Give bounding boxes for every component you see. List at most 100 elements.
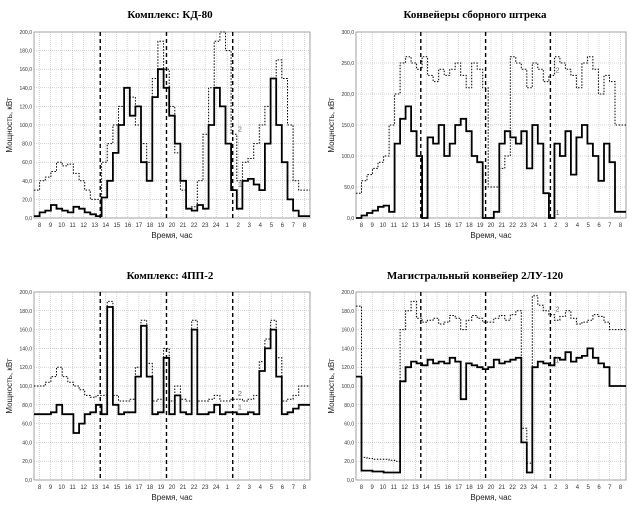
x-tick-label: 11 bbox=[70, 223, 77, 229]
series-label-1: 1 bbox=[238, 404, 242, 411]
x-tick-label: 7 bbox=[608, 223, 612, 229]
x-tick-label: 7 bbox=[292, 223, 296, 229]
y-axis-label: Мощность, кВт bbox=[327, 358, 336, 414]
y-tick-label: 250,0 bbox=[341, 61, 354, 67]
x-tick-label: 7 bbox=[292, 485, 296, 491]
y-axis-label: Мощность, кВт bbox=[5, 358, 14, 414]
x-tick-label: 14 bbox=[102, 485, 109, 491]
x-tick-label: 3 bbox=[248, 223, 252, 229]
x-tick-label: 5 bbox=[587, 223, 591, 229]
x-tick-label: 5 bbox=[270, 485, 274, 491]
x-tick-label: 6 bbox=[597, 223, 601, 229]
x-tick-label: 11 bbox=[391, 223, 398, 229]
x-tick-label: 15 bbox=[113, 485, 120, 491]
series-label-2: 2 bbox=[556, 307, 560, 314]
y-tick-label: 100,0 bbox=[19, 123, 32, 129]
y-tick-label: 160,0 bbox=[19, 328, 32, 334]
x-tick-label: 16 bbox=[444, 485, 451, 491]
x-tick-label: 1 bbox=[226, 223, 230, 229]
x-tick-label: 14 bbox=[423, 485, 430, 491]
x-tick-label: 13 bbox=[412, 485, 419, 491]
x-tick-label: 1 bbox=[543, 485, 547, 491]
y-tick-label: 100,0 bbox=[341, 154, 354, 160]
x-tick-label: 21 bbox=[498, 223, 505, 229]
x-tick-label: 15 bbox=[434, 485, 441, 491]
x-tick-label: 7 bbox=[608, 485, 612, 491]
x-tick-label: 20 bbox=[488, 485, 495, 491]
chart-panel-1: 0,0 20,0 40,0 60,0 80,0 100,0 120,0 140,0 160,0 1… bbox=[5, 30, 311, 240]
x-tick-label: 10 bbox=[380, 223, 387, 229]
y-tick-label: 0,0 bbox=[347, 216, 354, 222]
x-tick-label: 8 bbox=[38, 223, 42, 229]
x-tick-label: 13 bbox=[91, 485, 98, 491]
x-tick-label: 21 bbox=[180, 223, 187, 229]
x-tick-label: 13 bbox=[91, 223, 98, 229]
x-tick-label: 2 bbox=[237, 485, 241, 491]
y-tick-label: 180,0 bbox=[341, 309, 354, 315]
x-tick-label: 4 bbox=[576, 485, 580, 491]
x-tick-label: 5 bbox=[270, 223, 274, 229]
y-tick-label: 100,0 bbox=[19, 384, 32, 390]
y-tick-label: 0,0 bbox=[347, 478, 354, 484]
series-line-1 bbox=[356, 347, 626, 474]
x-tick-label: 16 bbox=[124, 223, 131, 229]
series-label-1: 1 bbox=[238, 182, 242, 189]
x-tick-label: 21 bbox=[498, 485, 505, 491]
x-tick-label: 8 bbox=[619, 485, 623, 491]
y-axis-label: Мощность, кВт bbox=[5, 97, 14, 153]
x-tick-label: 10 bbox=[58, 485, 65, 491]
series-line-1 bbox=[34, 306, 310, 434]
x-axis-label: Время, час bbox=[470, 493, 511, 502]
x-tick-label: 24 bbox=[531, 223, 538, 229]
panel-title-gathering-conveyors: Конвейеры сборного штрека bbox=[403, 9, 547, 21]
x-tick-label: 23 bbox=[520, 485, 527, 491]
x-tick-label: 20 bbox=[169, 485, 176, 491]
panel-title-kd80: Комплекс: КД-80 bbox=[127, 9, 213, 21]
x-tick-label: 15 bbox=[434, 223, 441, 229]
x-axis-label: Время, час bbox=[470, 231, 511, 240]
x-tick-label: 2 bbox=[554, 223, 558, 229]
x-tick-label: 18 bbox=[147, 485, 154, 491]
x-tick-label: 2 bbox=[554, 485, 558, 491]
x-tick-label: 15 bbox=[113, 223, 120, 229]
y-tick-label: 120,0 bbox=[19, 104, 32, 110]
x-tick-label: 23 bbox=[202, 485, 209, 491]
x-tick-label: 8 bbox=[360, 223, 364, 229]
x-tick-label: 22 bbox=[191, 223, 198, 229]
y-tick-label: 80,0 bbox=[22, 403, 32, 409]
x-tick-label: 4 bbox=[259, 223, 263, 229]
x-tick-label: 13 bbox=[412, 223, 419, 229]
y-tick-label: 20,0 bbox=[22, 197, 32, 203]
y-tick-label: 120,0 bbox=[19, 365, 32, 371]
x-tick-label: 10 bbox=[380, 485, 387, 491]
y-tick-label: 200,0 bbox=[19, 30, 32, 36]
series-line-2 bbox=[34, 300, 310, 402]
y-tick-label: 60,0 bbox=[22, 160, 32, 166]
x-tick-label: 23 bbox=[520, 223, 527, 229]
x-tick-label: 11 bbox=[391, 485, 398, 491]
y-tick-label: 60,0 bbox=[344, 422, 354, 428]
x-tick-label: 8 bbox=[38, 485, 42, 491]
x-tick-label: 8 bbox=[619, 223, 623, 229]
y-tick-label: 150,0 bbox=[341, 123, 354, 129]
x-tick-label: 14 bbox=[423, 223, 430, 229]
x-tick-label: 10 bbox=[58, 223, 65, 229]
x-tick-label: 18 bbox=[147, 223, 154, 229]
x-tick-label: 24 bbox=[213, 223, 220, 229]
y-tick-label: 160,0 bbox=[341, 328, 354, 334]
y-tick-label: 40,0 bbox=[344, 440, 354, 446]
panel-title-2lu120: Магистральный конвейер 2ЛУ-120 bbox=[386, 270, 564, 282]
series-line-1 bbox=[356, 105, 626, 219]
x-tick-label: 22 bbox=[191, 485, 198, 491]
panel-title-4pp2: Комплекс: 4ПП-2 bbox=[126, 270, 214, 282]
x-tick-label: 8 bbox=[303, 485, 307, 491]
y-tick-label: 180,0 bbox=[19, 309, 32, 315]
x-tick-label: 19 bbox=[477, 223, 484, 229]
y-tick-label: 140,0 bbox=[19, 346, 32, 352]
y-tick-label: 200,0 bbox=[341, 290, 354, 296]
y-tick-label: 20,0 bbox=[22, 459, 32, 465]
x-tick-label: 2 bbox=[237, 223, 241, 229]
y-tick-label: 80,0 bbox=[344, 403, 354, 409]
series-label-2: 2 bbox=[238, 126, 242, 133]
